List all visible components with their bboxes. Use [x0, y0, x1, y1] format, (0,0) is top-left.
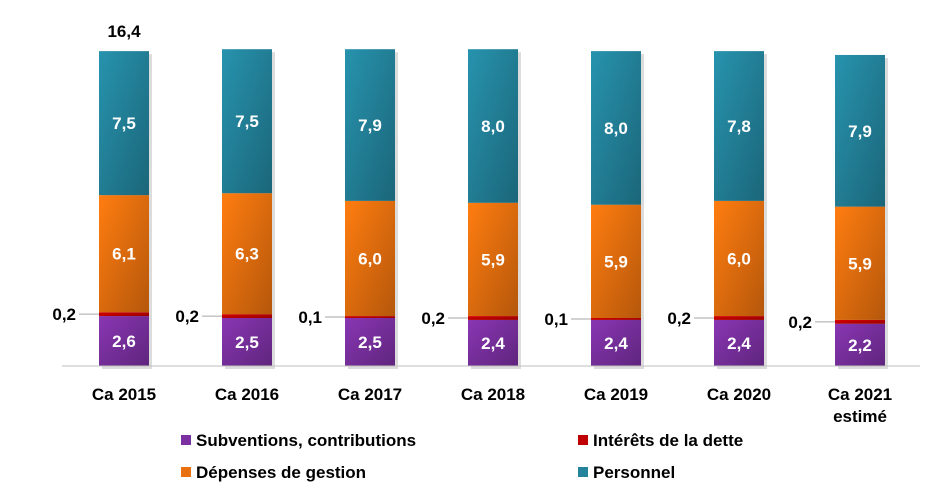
bar-personnel-2 [345, 49, 395, 201]
label-personnel-0: 7,5 [112, 114, 136, 133]
label-depenses-0: 6,1 [112, 245, 136, 264]
bar-interets-0 [99, 312, 149, 317]
bar-subventions-6 [835, 323, 885, 366]
bar-subventions-4 [591, 319, 641, 366]
bar-interets-5 [714, 316, 764, 320]
bar-personnel-3 [468, 49, 518, 203]
x-tick-label-4: Ca 2019 [584, 385, 648, 404]
bar-interets-4 [591, 318, 641, 320]
bar-subventions-1 [222, 318, 272, 366]
bar-depenses-4 [591, 204, 641, 318]
x-tick-label-3: Ca 2018 [461, 385, 525, 404]
x-tick-label-1: Ca 2016 [215, 385, 279, 404]
legend: Subventions, contributions Intérêts de la… [181, 431, 743, 482]
bar-depenses-6 [835, 206, 885, 320]
label-personnel-6: 7,9 [848, 122, 872, 141]
bar-depenses-2 [345, 200, 395, 317]
label-personnel-3: 8,0 [481, 117, 505, 136]
legend-label-depenses: Dépenses de gestion [196, 463, 366, 482]
legend-swatch-interets [578, 435, 588, 445]
bar-depenses-1 [222, 193, 272, 315]
legend-label-personnel: Personnel [593, 463, 675, 482]
legend-label-interets: Intérêts de la dette [593, 431, 743, 450]
bar-subventions-2 [345, 318, 395, 366]
label-personnel-4: 8,0 [604, 119, 628, 138]
label-subventions-1: 2,5 [235, 333, 259, 352]
bar-interets-1 [222, 314, 272, 318]
label-depenses-3: 5,9 [481, 250, 505, 269]
x-axis-ticks: Ca 2015 Ca 2016 Ca 2017 Ca 2018 Ca 2019 Ca 20… [92, 385, 892, 426]
bar-personnel-0 [99, 51, 149, 196]
label-depenses-1: 6,3 [235, 245, 259, 264]
label-personnel-2: 7,9 [358, 116, 382, 135]
label-subventions-5: 2,4 [727, 334, 751, 353]
label-depenses-5: 6,0 [727, 249, 751, 268]
legend-label-subventions: Subventions, contributions [196, 431, 416, 450]
label-depenses-4: 5,9 [604, 252, 628, 271]
plot-area: 2,6 0,2 6,1 7,5 2,5 0,2 6,3 7,5 2,5 0,1 6,0 7,9 2,4 0… [52, 49, 888, 370]
label-depenses-2: 6,0 [358, 249, 382, 268]
label-personnel-1: 7,5 [235, 112, 259, 131]
label-subventions-0: 2,6 [112, 332, 136, 351]
label-interets-1: 0,2 [175, 307, 199, 326]
label-interets-3: 0,2 [421, 309, 445, 328]
total-label: 16,4 [107, 22, 141, 41]
bar-subventions-0 [99, 316, 149, 366]
x-tick-label-0: Ca 2015 [92, 385, 156, 404]
bar-depenses-0 [99, 195, 149, 313]
x-tick-label-6: Ca 2021 estimé [828, 385, 892, 426]
bar-subventions-3 [468, 319, 518, 366]
bar-depenses-3 [468, 202, 518, 317]
bar-interets-6 [835, 319, 885, 324]
bar-interets-2 [345, 316, 395, 318]
bar-depenses-5 [714, 200, 764, 317]
label-subventions-3: 2,4 [481, 334, 505, 353]
label-subventions-4: 2,4 [604, 334, 628, 353]
label-interets-0: 0,2 [52, 305, 76, 324]
label-interets-5: 0,2 [667, 309, 691, 328]
legend-swatch-subventions [181, 435, 191, 445]
label-subventions-2: 2,5 [358, 333, 382, 352]
legend-swatch-personnel [578, 467, 588, 477]
label-interets-4: 0,1 [544, 310, 568, 329]
x-tick-label-2: Ca 2017 [338, 385, 402, 404]
bar-subventions-5 [714, 319, 764, 366]
bar-interets-3 [468, 316, 518, 320]
label-subventions-6: 2,2 [848, 336, 872, 355]
bar-personnel-4 [591, 51, 641, 205]
bar-personnel-5 [714, 51, 764, 201]
bar-personnel-1 [222, 49, 272, 194]
bar-personnel-6 [835, 54, 885, 207]
x-tick-label-5: Ca 2020 [707, 385, 771, 404]
legend-swatch-depenses [181, 467, 191, 477]
label-interets-2: 0,1 [298, 308, 322, 327]
label-personnel-5: 7,8 [727, 117, 751, 136]
label-interets-6: 0,2 [788, 313, 812, 332]
label-depenses-6: 5,9 [848, 254, 872, 273]
